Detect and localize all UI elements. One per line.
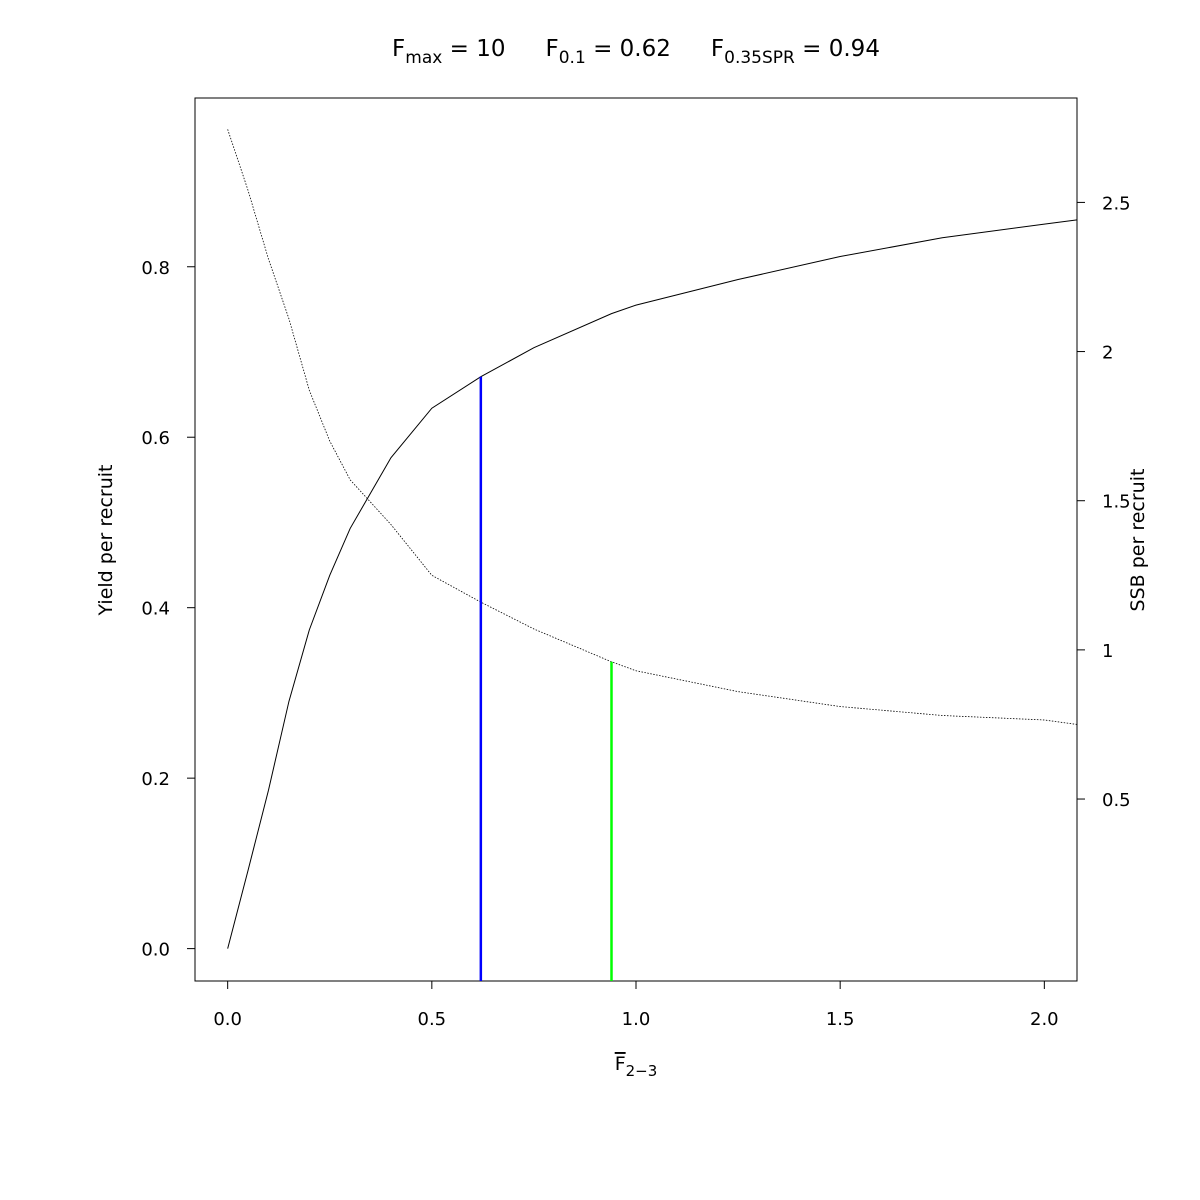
y-tick-label: 0.0 xyxy=(141,940,170,961)
title-symbol: F xyxy=(392,36,405,62)
plot-frame xyxy=(194,97,1078,982)
y2-tick-label: 0.5 xyxy=(1102,790,1131,811)
x-label-subscript: 2−3 xyxy=(626,1062,658,1080)
y2-tick-label: 1.5 xyxy=(1102,492,1131,513)
y2-axis-label: SSB per recruit xyxy=(1127,469,1149,612)
x-axis-label: F2−3 xyxy=(615,1053,658,1080)
title-subscript: 0.35SPR xyxy=(724,48,795,68)
y-tick-label: 0.8 xyxy=(141,258,170,279)
title-subscript: 0.1 xyxy=(559,48,586,68)
x-tick-label: 1.5 xyxy=(826,1009,855,1030)
title-value: = 10 xyxy=(442,36,505,62)
title-symbol: F xyxy=(711,36,724,62)
x-tick-label: 2.0 xyxy=(1030,1009,1059,1030)
series-line xyxy=(227,219,1078,949)
y-tick-label: 0.6 xyxy=(141,428,170,449)
series-line xyxy=(227,129,1078,725)
x-label-symbol: F xyxy=(615,1053,626,1075)
y2-tick-label: 1 xyxy=(1102,641,1113,662)
y2-tick-label: 2.5 xyxy=(1102,193,1131,214)
x-tick-label: 0.5 xyxy=(418,1009,447,1030)
title-subscript: max xyxy=(405,48,442,68)
y2-tick-label: 2 xyxy=(1102,343,1113,364)
y-axis-label: Yield per recruit xyxy=(95,465,117,617)
title-value: = 0.62 xyxy=(586,36,671,62)
title-symbol: F xyxy=(546,36,559,62)
chart-title: Fmax = 10 F0.1 = 0.62 F0.35SPR = 0.94 xyxy=(392,36,880,68)
y-tick-label: 0.4 xyxy=(141,599,170,620)
y-tick-label: 0.2 xyxy=(141,769,170,790)
x-tick-label: 1.0 xyxy=(622,1009,651,1030)
title-value: = 0.94 xyxy=(795,36,880,62)
x-tick-label: 0.0 xyxy=(213,1009,242,1030)
